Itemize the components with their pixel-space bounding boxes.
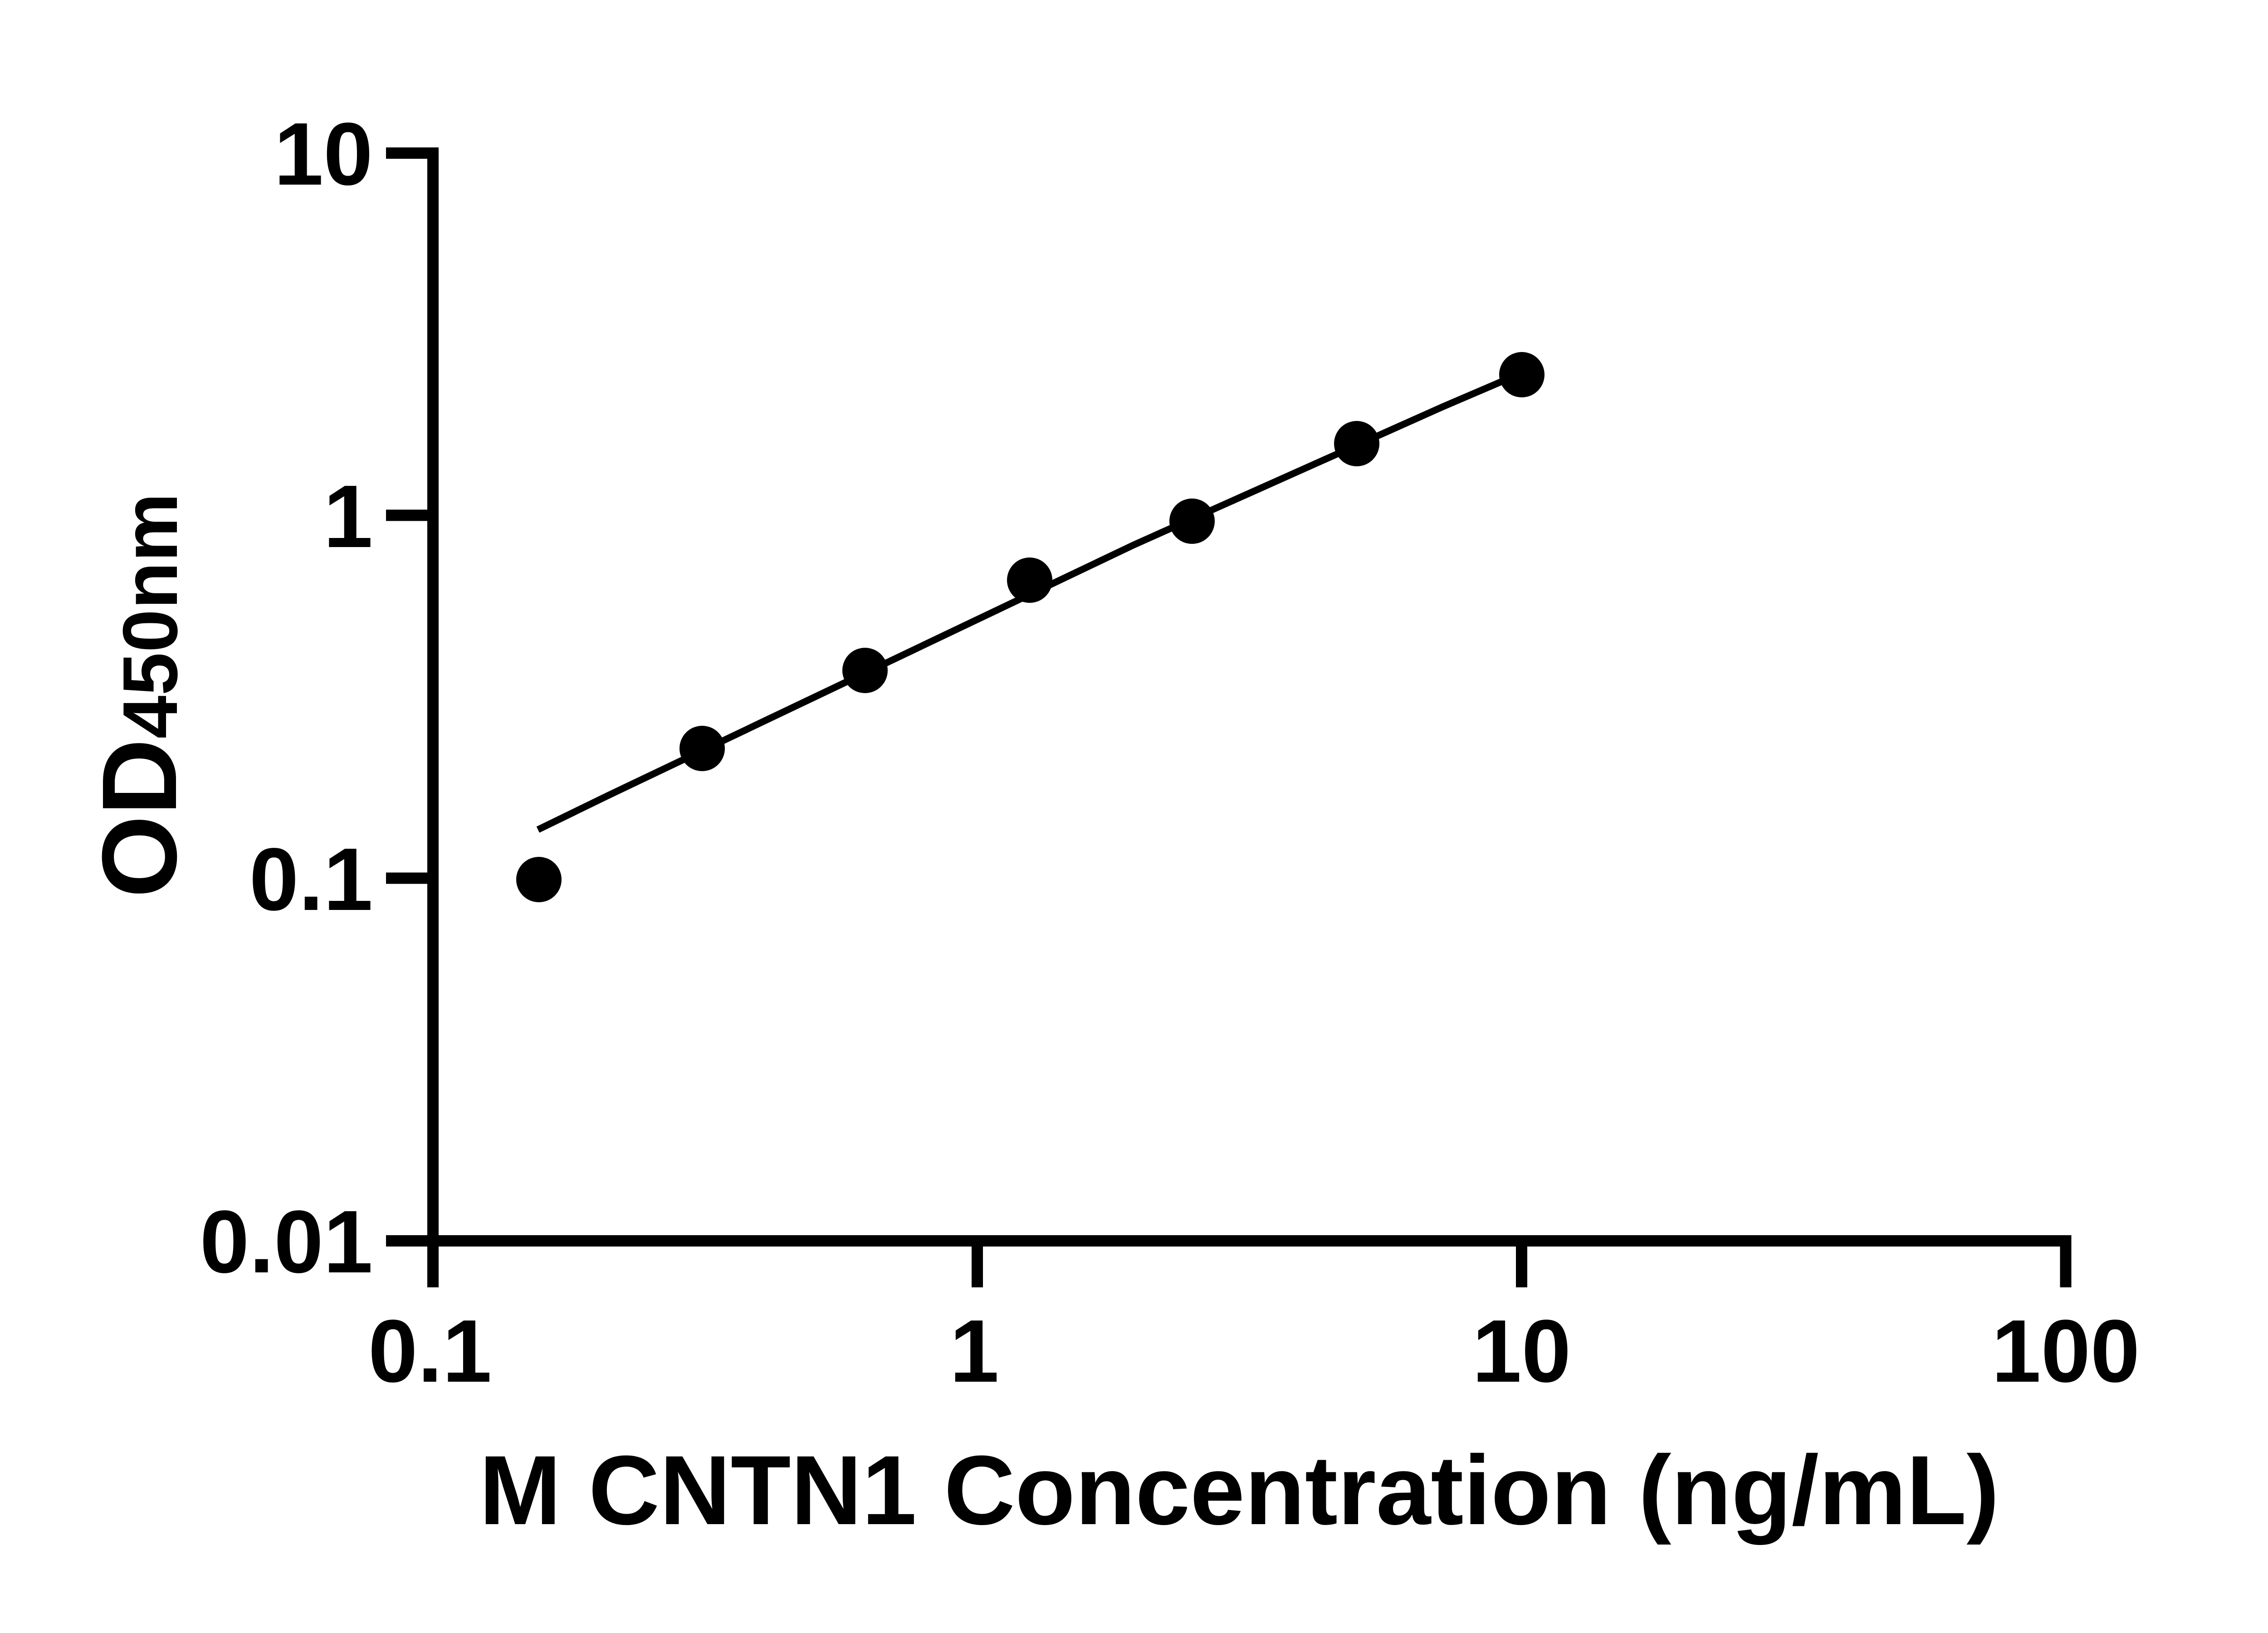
svg-text:M CNTN1 Concentration (ng/mL): M CNTN1 Concentration (ng/mL) bbox=[479, 1435, 1999, 1545]
svg-text:0.1: 0.1 bbox=[368, 1301, 492, 1401]
svg-text:0.01: 0.01 bbox=[200, 1192, 373, 1291]
svg-text:10: 10 bbox=[1472, 1301, 1571, 1401]
svg-text:1: 1 bbox=[323, 467, 373, 566]
svg-text:100: 100 bbox=[1991, 1301, 2140, 1401]
svg-text:0.1: 0.1 bbox=[249, 830, 373, 929]
svg-text:10: 10 bbox=[274, 104, 373, 204]
svg-text:1: 1 bbox=[949, 1301, 999, 1401]
